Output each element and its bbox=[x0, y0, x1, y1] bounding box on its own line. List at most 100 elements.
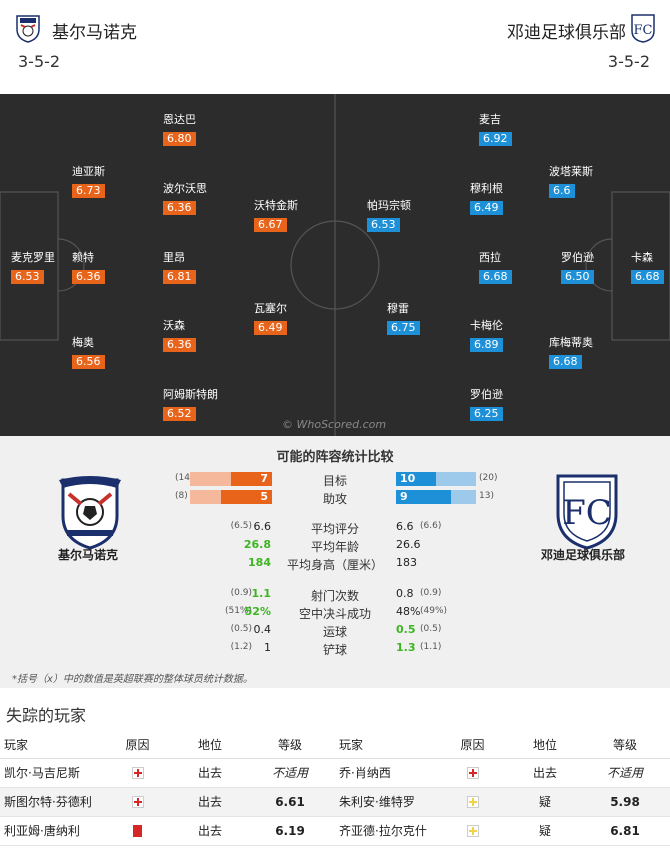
player-rating: 6.89 bbox=[470, 338, 503, 352]
home-player[interactable]: 里昂 6.81 bbox=[163, 251, 243, 284]
player-rating: 6.75 bbox=[387, 321, 420, 335]
player-rating: 6.25 bbox=[470, 407, 503, 421]
home-player[interactable]: 瓦塞尔 6.49 bbox=[254, 302, 334, 335]
lineup-stats-comparison: 可能的阵容统计比较 基尔马诺克 FC 邓迪足球俱乐部 (14 7 目标 10 (… bbox=[0, 436, 670, 688]
player-name: 里昂 bbox=[163, 251, 185, 264]
away-missing-player[interactable]: 朱利安·维特罗 bbox=[335, 787, 435, 817]
away-status: 疑 bbox=[510, 787, 580, 817]
away-player[interactable]: 麦吉 6.92 bbox=[479, 113, 559, 146]
home-team-name[interactable]: 基尔马诺克 bbox=[52, 23, 137, 43]
home-stat-value: 0.4 bbox=[253, 623, 272, 636]
player-name: 麦克罗里 bbox=[11, 251, 55, 264]
home-assists-bar: 5 bbox=[190, 490, 272, 504]
away-missing-player[interactable]: 乔·肖纳西 bbox=[335, 758, 435, 788]
table-row: 利亚姆·唐纳利 出去 6.19 齐亚德·拉尔克什 疑 6.81 bbox=[0, 816, 670, 846]
match-header: 基尔马诺克 3-5-2 FC 邓迪足球俱乐部 3-5-2 bbox=[0, 0, 670, 94]
away-stat-sub: (6.6) bbox=[420, 521, 442, 531]
away-assists-value: 9 bbox=[400, 490, 408, 503]
col-header-reason[interactable]: 原因 bbox=[100, 732, 175, 759]
col-header-reason[interactable]: 原因 bbox=[435, 732, 510, 759]
home-player[interactable]: 沃特金斯 6.67 bbox=[254, 199, 334, 232]
home-stat-value: 1.1 bbox=[251, 587, 272, 600]
away-player[interactable]: 罗伯逊 6.50 bbox=[561, 251, 641, 284]
home-stat-sub: (1.2) bbox=[230, 642, 252, 652]
away-reason-cell bbox=[435, 816, 510, 846]
home-grade: 6.19 bbox=[245, 816, 335, 846]
col-header-status[interactable]: 地位 bbox=[510, 732, 580, 759]
home-status: 出去 bbox=[175, 816, 245, 846]
player-name: 恩达巴 bbox=[163, 113, 196, 126]
home-player[interactable]: 沃森 6.36 bbox=[163, 319, 243, 352]
player-rating: 6.36 bbox=[163, 338, 196, 352]
away-team-name[interactable]: 邓迪足球俱乐部 bbox=[507, 23, 626, 43]
away-grade: 5.98 bbox=[580, 787, 670, 817]
kilmarnock-crest-icon bbox=[59, 476, 121, 550]
away-player[interactable]: 波塔莱斯 6.6 bbox=[549, 165, 629, 198]
home-stat-value: 6.6 bbox=[253, 520, 272, 533]
away-stat-sub: (0.5) bbox=[420, 624, 442, 634]
away-player[interactable]: 穆雷 6.75 bbox=[387, 302, 467, 335]
player-rating: 6.68 bbox=[631, 270, 664, 284]
away-status: 疑 bbox=[510, 816, 580, 846]
col-header-player[interactable]: 玩家 bbox=[0, 732, 100, 759]
home-player[interactable]: 波尔沃思 6.36 bbox=[163, 182, 243, 215]
away-player[interactable]: 西拉 6.68 bbox=[479, 251, 559, 284]
away-player[interactable]: 卡森 6.68 bbox=[631, 251, 669, 284]
home-player[interactable]: 梅奥 6.56 bbox=[72, 336, 152, 369]
away-stat-value: 0.8 bbox=[396, 587, 414, 600]
away-stat-value: 26.6 bbox=[396, 538, 421, 551]
home-player[interactable]: 恩达巴 6.80 bbox=[163, 113, 243, 146]
home-missing-player[interactable]: 利亚姆·唐纳利 bbox=[0, 816, 100, 846]
injury-cross-icon bbox=[131, 767, 144, 779]
away-player[interactable]: 帕玛宗顿 6.53 bbox=[367, 199, 447, 232]
player-name: 库梅蒂奥 bbox=[549, 336, 593, 349]
away-player[interactable]: 穆利根 6.49 bbox=[470, 182, 550, 215]
away-goals-value: 10 bbox=[400, 472, 416, 485]
away-assists-total: 13) bbox=[479, 491, 494, 501]
home-goals-bar: 7 bbox=[190, 472, 272, 486]
player-rating: 6.53 bbox=[367, 218, 400, 232]
home-missing-player[interactable]: 斯图尔特·芬德利 bbox=[0, 787, 100, 817]
away-reason-cell bbox=[435, 787, 510, 817]
home-stat-sub: (6.5) bbox=[230, 521, 252, 531]
doubtful-cross-icon bbox=[466, 825, 479, 837]
player-rating: 6.49 bbox=[254, 321, 287, 335]
player-name: 沃特金斯 bbox=[254, 199, 298, 212]
col-header-grade[interactable]: 等级 bbox=[580, 732, 670, 759]
home-assists-fill: 5 bbox=[221, 490, 272, 504]
home-stat-value: 52% bbox=[244, 605, 271, 618]
player-rating: 6.81 bbox=[163, 270, 196, 284]
home-player[interactable]: 迪亚斯 6.73 bbox=[72, 165, 152, 198]
away-player[interactable]: 卡梅伦 6.89 bbox=[470, 319, 550, 352]
home-reason-cell bbox=[100, 816, 175, 846]
player-name: 沃森 bbox=[163, 319, 185, 332]
col-header-grade[interactable]: 等级 bbox=[245, 732, 335, 759]
home-stat-sub: (0.5) bbox=[230, 624, 252, 634]
home-formation: 3-5-2 bbox=[18, 52, 61, 71]
away-missing-player[interactable]: 齐亚德·拉尔克什 bbox=[335, 816, 435, 846]
home-player[interactable]: 麦克罗里 6.53 bbox=[11, 251, 91, 284]
home-reason-cell bbox=[100, 758, 175, 788]
home-player[interactable]: 阿姆斯特朗 6.52 bbox=[163, 388, 243, 421]
away-player[interactable]: 罗伯逊 6.25 bbox=[470, 388, 550, 421]
home-grade: 不适用 bbox=[245, 758, 335, 788]
col-header-player[interactable]: 玩家 bbox=[335, 732, 435, 759]
home-assists-value: 5 bbox=[260, 490, 268, 503]
away-assists-bar: 9 bbox=[396, 490, 476, 504]
away-stat-sub: (0.9) bbox=[420, 588, 442, 598]
away-goals-bar: 10 bbox=[396, 472, 476, 486]
stat-label-assists: 助攻 bbox=[322, 492, 347, 506]
away-reason-cell bbox=[435, 758, 510, 788]
away-player[interactable]: 库梅蒂奥 6.68 bbox=[549, 336, 629, 369]
home-missing-player[interactable]: 凯尔·马吉尼斯 bbox=[0, 758, 100, 788]
away-stat-sub: (1.1) bbox=[420, 642, 442, 652]
home-player[interactable]: 赖特 6.36 bbox=[72, 251, 152, 284]
col-header-status[interactable]: 地位 bbox=[175, 732, 245, 759]
dundee-crest-icon: FC bbox=[631, 14, 655, 43]
dundee-crest-icon: FC bbox=[556, 474, 618, 550]
missing-players-title: 失踪的玩家 bbox=[6, 706, 87, 725]
player-name: 穆雷 bbox=[387, 302, 409, 315]
lineup-pitch: 麦克罗里 6.53 迪亚斯 6.73 赖特 6.36 梅奥 6.56 恩达巴 6… bbox=[0, 94, 670, 436]
kilmarnock-crest-icon bbox=[16, 15, 40, 43]
pitch-lines bbox=[0, 94, 670, 436]
